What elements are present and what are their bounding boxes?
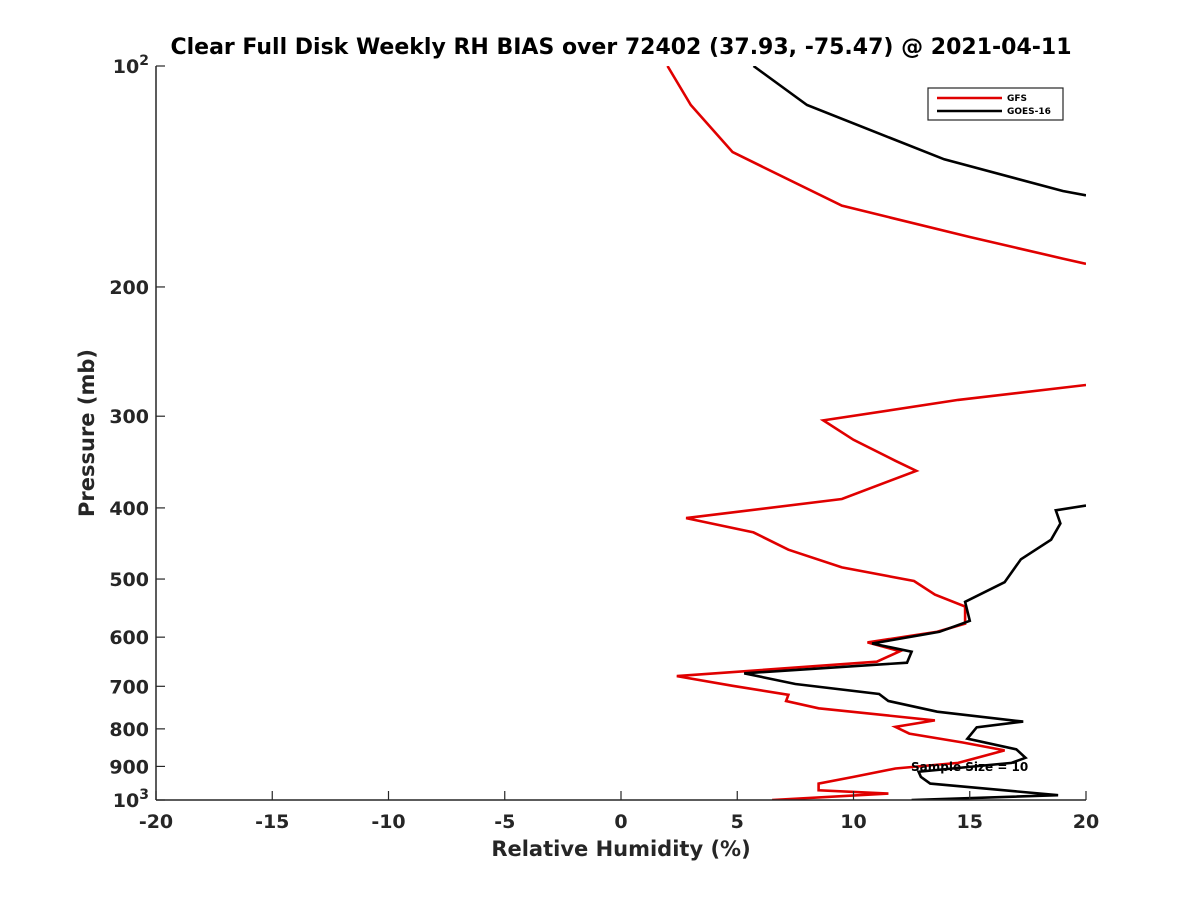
legend-item-gfs: GFS	[937, 94, 1027, 104]
x-tick-label: -10	[371, 811, 405, 833]
y-tick-label: 400	[109, 498, 149, 520]
x-tick-label: -20	[139, 811, 173, 833]
y-tick-label: 200	[109, 277, 149, 299]
series-goes-16	[743, 66, 1086, 800]
series-gfs	[666, 66, 1086, 800]
legend-box	[927, 87, 1064, 121]
legend-item-goes-16: GOES-16	[937, 107, 1051, 117]
y-tick-label: 600	[109, 627, 149, 649]
x-tick-label: 15	[957, 811, 983, 833]
x-tick-label: 5	[731, 811, 744, 833]
sample-size-annotation: Sample Size = 10	[911, 760, 1028, 774]
legend-label: GFS	[1007, 94, 1027, 104]
x-tick-label: 10	[840, 811, 866, 833]
y-tick-label: 900	[109, 756, 149, 778]
x-tick-label: 20	[1073, 811, 1099, 833]
series-line-goes-16-1	[743, 504, 1086, 800]
y-tick-label: 102	[113, 53, 149, 78]
legend: GFS GOES-16	[927, 87, 1064, 121]
x-tick-label: -5	[494, 811, 515, 833]
y-tick-label: 500	[109, 569, 149, 591]
x-tick-label: 0	[614, 811, 627, 833]
y-tick-label: 700	[109, 676, 149, 698]
chart-title: Clear Full Disk Weekly RH BIAS over 7240…	[170, 35, 1071, 60]
series-line-gfs-0	[666, 66, 1086, 266]
plot-area	[155, 66, 1086, 801]
x-axis-ticks: -20 -15 -10 -5 0 5 10 15 20	[139, 791, 1099, 833]
y-tick-label: 103	[113, 787, 149, 812]
y-axis-ticks: 102 200 300 400 500 600 700 800 900 103	[109, 53, 165, 812]
x-axis-label: Relative Humidity (%)	[491, 837, 750, 861]
y-axis-label: Pressure (mb)	[75, 349, 99, 517]
series-line-gfs-1	[676, 383, 1086, 800]
y-tick-label: 800	[109, 719, 149, 741]
series-line-goes-16-0	[752, 66, 1086, 197]
x-tick-label: -15	[255, 811, 289, 833]
y-tick-label: 300	[109, 406, 149, 428]
legend-label: GOES-16	[1007, 107, 1051, 117]
